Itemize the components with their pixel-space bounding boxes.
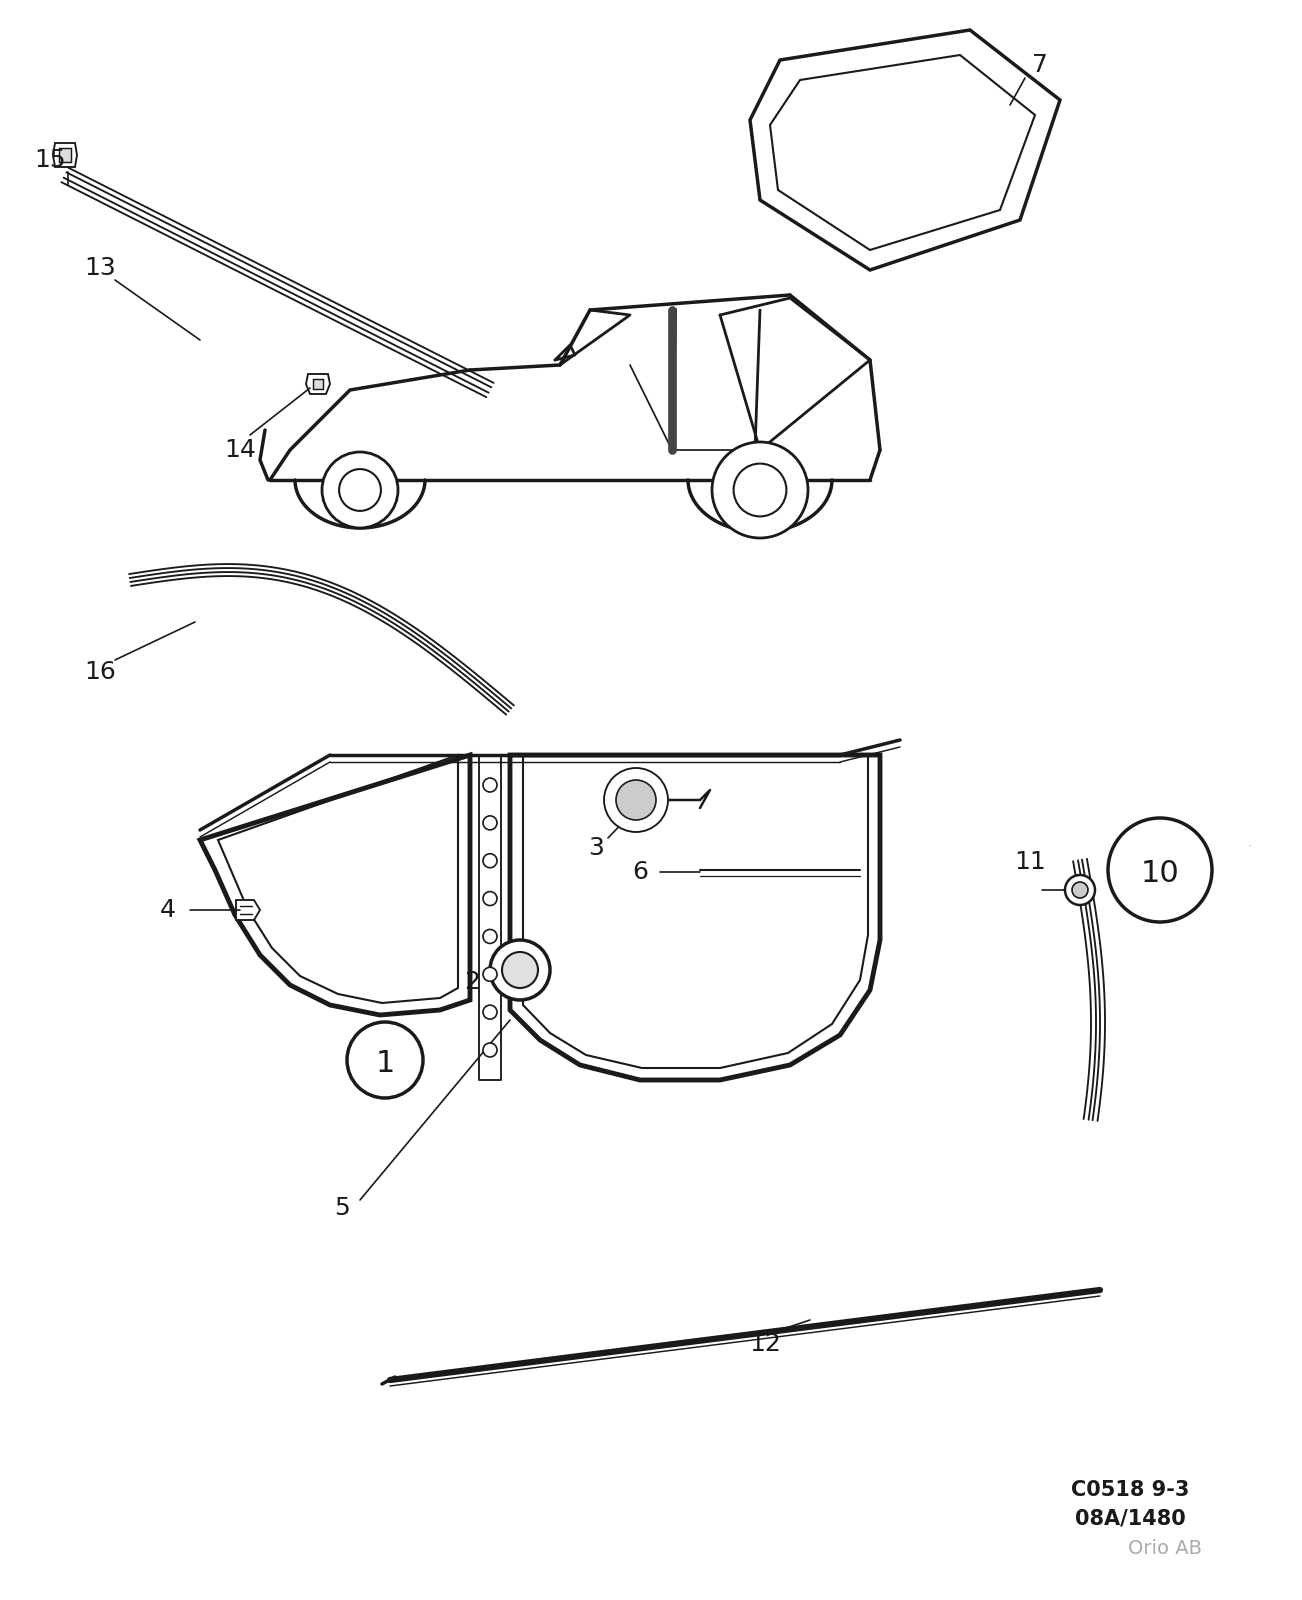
Polygon shape — [312, 379, 323, 389]
Text: Orio AB: Orio AB — [1128, 1539, 1202, 1557]
Circle shape — [348, 1022, 423, 1098]
Circle shape — [483, 778, 497, 792]
Circle shape — [483, 968, 497, 981]
Circle shape — [490, 939, 549, 1000]
Text: 7: 7 — [1032, 53, 1048, 77]
Polygon shape — [750, 30, 1060, 270]
Polygon shape — [53, 142, 77, 166]
Text: 3: 3 — [589, 835, 604, 861]
Text: 5: 5 — [335, 1197, 350, 1219]
Circle shape — [483, 930, 497, 944]
Circle shape — [1072, 882, 1088, 898]
Circle shape — [483, 854, 497, 867]
Text: 11: 11 — [1014, 850, 1046, 874]
Circle shape — [503, 952, 538, 987]
Circle shape — [483, 891, 497, 906]
Circle shape — [1065, 875, 1095, 906]
Circle shape — [1108, 818, 1212, 922]
Circle shape — [604, 768, 668, 832]
Text: 16: 16 — [85, 659, 116, 685]
Circle shape — [712, 442, 809, 538]
Text: 1: 1 — [375, 1048, 395, 1077]
Text: 2: 2 — [464, 970, 480, 994]
Text: 12: 12 — [749, 1331, 781, 1357]
Text: 14: 14 — [224, 438, 256, 462]
Circle shape — [483, 1043, 497, 1058]
Text: 15: 15 — [34, 149, 66, 171]
Text: 4: 4 — [160, 898, 176, 922]
Text: 10: 10 — [1141, 859, 1180, 888]
Text: 08A/1480: 08A/1480 — [1074, 1507, 1185, 1528]
Circle shape — [733, 464, 786, 517]
Polygon shape — [236, 899, 260, 920]
Circle shape — [339, 469, 381, 510]
Text: C0518 9-3: C0518 9-3 — [1070, 1480, 1189, 1501]
Circle shape — [616, 781, 656, 819]
Polygon shape — [59, 149, 72, 162]
Text: 6: 6 — [631, 861, 648, 883]
Polygon shape — [306, 374, 329, 394]
Circle shape — [483, 1005, 497, 1019]
Polygon shape — [769, 54, 1035, 250]
Circle shape — [483, 816, 497, 830]
Text: 13: 13 — [85, 256, 116, 280]
Circle shape — [322, 451, 398, 528]
